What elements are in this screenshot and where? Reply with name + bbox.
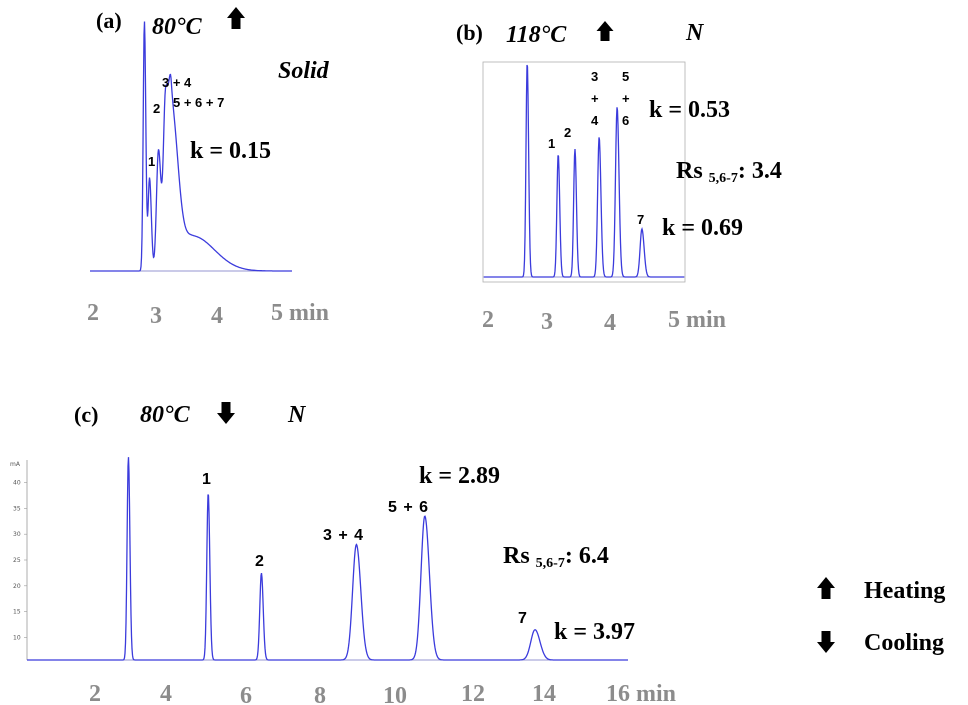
panel-b-peak-label-5: 5 bbox=[622, 69, 629, 84]
panel-c-tick-12: 12 bbox=[461, 681, 485, 705]
panel-a-k-value: k = 0.15 bbox=[190, 138, 271, 164]
panel-b-tick-4: 4 bbox=[604, 310, 616, 336]
panel-b-rs-suffix: : 3.4 bbox=[738, 158, 782, 184]
panel-c-y-tick-40: 40 bbox=[13, 480, 21, 487]
panel-b-k-value-2: k = 0.69 bbox=[662, 215, 743, 241]
heating-arrow-icon bbox=[596, 21, 614, 41]
panel-b-temperature: 118°C bbox=[506, 22, 567, 48]
panel-c-rs-sub: 5,6-7 bbox=[536, 556, 565, 571]
panel-a-tick-3: 3 bbox=[150, 303, 162, 329]
panel-a-peak-label-2: 2 bbox=[153, 101, 160, 116]
panel-b-peak-label-4: 4 bbox=[591, 113, 599, 128]
panel-c-y-tick-25: 25 bbox=[13, 557, 21, 564]
panel-b-label: (b) bbox=[456, 20, 483, 45]
panel-b-k-value-1: k = 0.53 bbox=[649, 97, 730, 123]
panel-c-tick-6: 6 bbox=[240, 683, 252, 705]
panel-c-peak-label-3-4: 3 + 4 bbox=[323, 527, 364, 544]
cooling-arrow-icon bbox=[817, 631, 835, 653]
panel-b-peak-label-2: 2 bbox=[564, 125, 571, 140]
panel-a-label: (a) bbox=[96, 8, 122, 33]
panel-a-tick-4: 4 bbox=[211, 303, 223, 329]
panel-b-rs-sub: 5,6-7 bbox=[709, 171, 738, 186]
panel-b-peak-label-plus-a: + bbox=[591, 91, 599, 106]
panel-b-tick-3: 3 bbox=[541, 309, 553, 335]
panel-a-tick-5: 5 min bbox=[271, 300, 329, 326]
panel-c-k-value-1: k = 2.89 bbox=[419, 463, 500, 489]
panel-c-y-tick-35: 35 bbox=[13, 505, 21, 512]
panel-c-y-ticks: 40 35 30 25 20 15 10 bbox=[13, 480, 27, 642]
panel-a-trace bbox=[90, 21, 292, 272]
panel-c-tick-8: 8 bbox=[314, 683, 326, 705]
panel-c-peak-label-5-6: 5 + 6 bbox=[388, 499, 429, 516]
panel-a-tick-2: 2 bbox=[87, 300, 99, 326]
panel-b-frame bbox=[482, 61, 686, 283]
panel-a-peak-label-3-4: 3 + 4 bbox=[162, 75, 192, 90]
panel-b-trace bbox=[484, 64, 684, 278]
panel-a-temperature: 80°C bbox=[152, 14, 203, 40]
legend: Heating Cooling bbox=[817, 577, 945, 656]
panel-a-peak-label-5-6-7: 5 + 6 + 7 bbox=[173, 95, 224, 110]
cooling-arrow-icon bbox=[217, 402, 235, 424]
panel-a: (a) 80°C Solid 1 2 3 + 4 5 + 6 + 7 k = 0… bbox=[87, 7, 330, 329]
panel-c-tick-16: 16 min bbox=[606, 681, 676, 705]
panel-b-peak-label-6: 6 bbox=[622, 113, 629, 128]
panel-c-y-tick-10: 10 bbox=[13, 635, 21, 642]
panel-b-tick-2: 2 bbox=[482, 307, 494, 333]
panel-c-temperature: 80°C bbox=[140, 402, 191, 428]
panel-b-peak-label-1: 1 bbox=[548, 136, 555, 151]
panel-c-tick-14: 14 bbox=[532, 681, 556, 705]
panel-c-y-tick-30: 30 bbox=[13, 531, 21, 538]
panel-c-rs-suffix: : 6.4 bbox=[565, 543, 609, 569]
panel-b-peak-label-plus-b: + bbox=[622, 91, 630, 106]
panel-c-tick-4: 4 bbox=[160, 681, 172, 705]
legend-heating-label: Heating bbox=[864, 578, 945, 604]
panel-b-peak-label-7: 7 bbox=[637, 212, 644, 227]
panel-a-state: Solid bbox=[278, 58, 330, 84]
panel-c-trace bbox=[27, 457, 628, 661]
panel-b-state: N bbox=[685, 20, 705, 46]
panel-c-tick-10: 10 bbox=[383, 683, 407, 705]
panel-c-k-value-2: k = 3.97 bbox=[554, 619, 635, 645]
panel-c-y-unit: mA bbox=[10, 461, 21, 468]
panel-b-rs-prefix: Rs bbox=[676, 158, 709, 184]
panel-c-tick-2: 2 bbox=[89, 681, 101, 705]
panel-a-peak-label-1: 1 bbox=[148, 154, 155, 169]
panel-c: (c) 80°C N mA 40 35 30 25 20 15 10 1 2 3 + 4 5… bbox=[10, 402, 676, 705]
panel-c-label: (c) bbox=[74, 402, 98, 427]
heating-arrow-icon bbox=[817, 577, 835, 599]
panel-c-peak-label-7: 7 bbox=[518, 610, 528, 627]
heating-arrow-icon bbox=[227, 7, 245, 29]
panel-c-peak-label-2: 2 bbox=[255, 553, 265, 570]
panel-b-peak-label-3: 3 bbox=[591, 69, 598, 84]
panel-c-x-ticks: 2 4 6 8 10 12 14 16 min bbox=[89, 681, 676, 705]
panel-b-resolution: Rs 5,6-7: 3.4 bbox=[676, 158, 782, 186]
panel-c-y-tick-20: 20 bbox=[13, 583, 21, 590]
panel-c-rs-prefix: Rs bbox=[503, 543, 536, 569]
panel-c-peak-label-1: 1 bbox=[202, 471, 212, 488]
panel-b-tick-5: 5 min bbox=[668, 307, 726, 333]
panel-c-y-tick-15: 15 bbox=[13, 609, 21, 616]
panel-b: (b) 118°C N 1 2 3 + 4 5 + 6 7 k = 0.53 k… bbox=[456, 20, 782, 336]
panel-c-state: N bbox=[287, 402, 307, 428]
panel-c-resolution: Rs 5,6-7: 6.4 bbox=[503, 543, 609, 571]
legend-cooling-label: Cooling bbox=[864, 630, 944, 656]
